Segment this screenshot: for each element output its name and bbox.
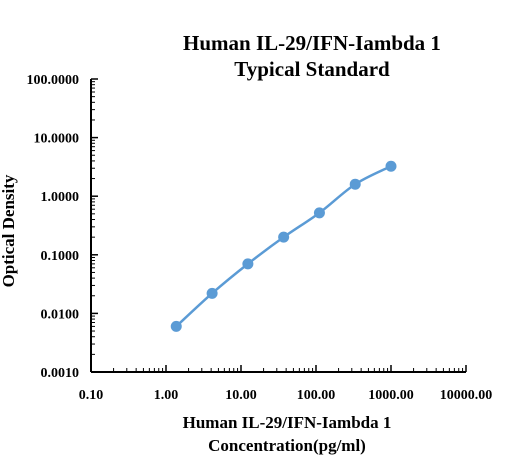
- x-tick-label: 100.00: [297, 388, 336, 403]
- data-point: [313, 207, 325, 219]
- data-series: [170, 160, 397, 332]
- y-tick-label: 0.0010: [41, 366, 80, 381]
- chart-title-line: Typical Standard: [234, 57, 390, 81]
- data-point: [206, 287, 218, 299]
- y-tick-label: 0.0100: [41, 307, 80, 322]
- data-point: [242, 258, 254, 270]
- y-tick-label: 10.0000: [34, 132, 80, 147]
- x-tick-label: 0.10: [79, 388, 104, 403]
- x-tick-label: 1.00: [154, 388, 179, 403]
- y-axis-ticks: 0.0010 0.0100 0.1000 1.0000 10.0000 100.0000: [27, 73, 98, 381]
- x-axis-ticks: 0.10 1.00 10.00 100.00 1000.00 10000.00: [79, 365, 493, 403]
- series-line: [175, 165, 392, 328]
- y-axis-title: Optical Density: [0, 174, 18, 287]
- chart-title-line: Human IL-29/IFN-Iambda 1: [183, 31, 441, 55]
- data-point: [385, 160, 397, 172]
- data-point: [170, 320, 182, 332]
- x-tick-label: 1000.00: [368, 388, 414, 403]
- data-point: [349, 178, 361, 190]
- data-point: [278, 231, 290, 243]
- x-tick-label: 10000.00: [440, 388, 493, 403]
- y-tick-label: 1.0000: [41, 190, 80, 205]
- y-tick-label: 100.0000: [27, 73, 80, 88]
- y-tick-label: 0.1000: [41, 249, 80, 264]
- x-axis-title-line: Concentration(pg/ml): [208, 436, 366, 455]
- x-axis-title: Human IL-29/IFN-Iambda 1 Concentration(pg…: [183, 413, 392, 455]
- x-tick-label: 10.00: [225, 388, 257, 403]
- axes: [90, 79, 466, 373]
- x-axis-title-line: Human IL-29/IFN-Iambda 1: [183, 413, 392, 432]
